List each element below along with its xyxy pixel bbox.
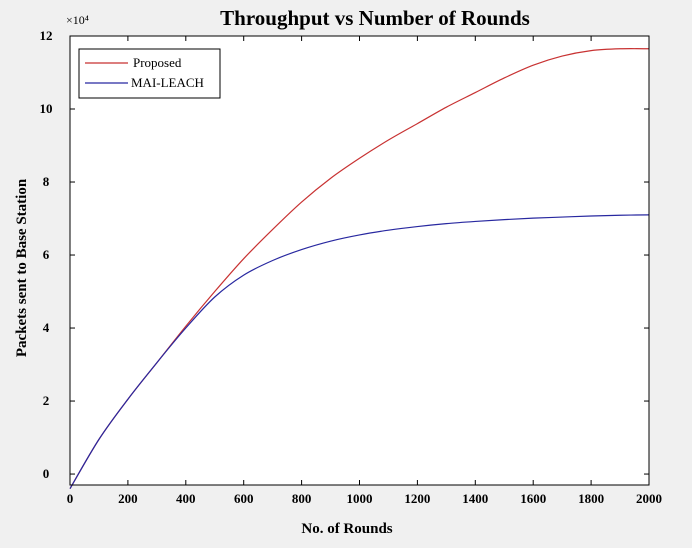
y-tick-label: 0 xyxy=(43,466,50,481)
series-layer xyxy=(69,48,650,489)
y-tick-label: 4 xyxy=(43,320,50,335)
legend: Proposed MAI-LEACH xyxy=(78,48,221,99)
x-tick-label: 600 xyxy=(234,491,254,506)
y-tick-label: 2 xyxy=(43,393,50,408)
series-line-mai-leach xyxy=(69,214,650,489)
y-tick-label: 12 xyxy=(40,28,53,43)
ticks-layer: 0 200 400 600 800 1000 1200 1400 1600 1800 2000 0 2 4… xyxy=(40,28,663,506)
y-tick-label: 6 xyxy=(43,247,50,262)
x-tick-label: 1000 xyxy=(347,491,373,506)
y-tick-label: 8 xyxy=(43,174,50,189)
y-multiplier-label: ×10⁴ xyxy=(66,13,89,27)
plot-area xyxy=(70,36,649,485)
y-tick-label: 10 xyxy=(40,101,53,116)
chart-title: Throughput vs Number of Rounds xyxy=(220,6,530,30)
x-tick-label: 400 xyxy=(176,491,196,506)
x-tick-label: 2000 xyxy=(636,491,662,506)
x-tick-label: 800 xyxy=(292,491,312,506)
x-axis-label: No. of Rounds xyxy=(301,521,392,537)
legend-label-mai-leach: MAI-LEACH xyxy=(131,75,204,90)
x-tick-label: 1400 xyxy=(462,491,488,506)
x-tick-label: 1600 xyxy=(520,491,546,506)
plot-frame xyxy=(69,35,650,486)
y-axis-label: Packets sent to Base Station xyxy=(14,178,30,357)
legend-box xyxy=(78,48,221,99)
x-tick-label: 0 xyxy=(67,491,74,506)
legend-label-proposed: Proposed xyxy=(133,55,182,70)
x-tick-label: 1800 xyxy=(578,491,604,506)
x-tick-label: 200 xyxy=(118,491,138,506)
x-tick-label: 1200 xyxy=(404,491,430,506)
